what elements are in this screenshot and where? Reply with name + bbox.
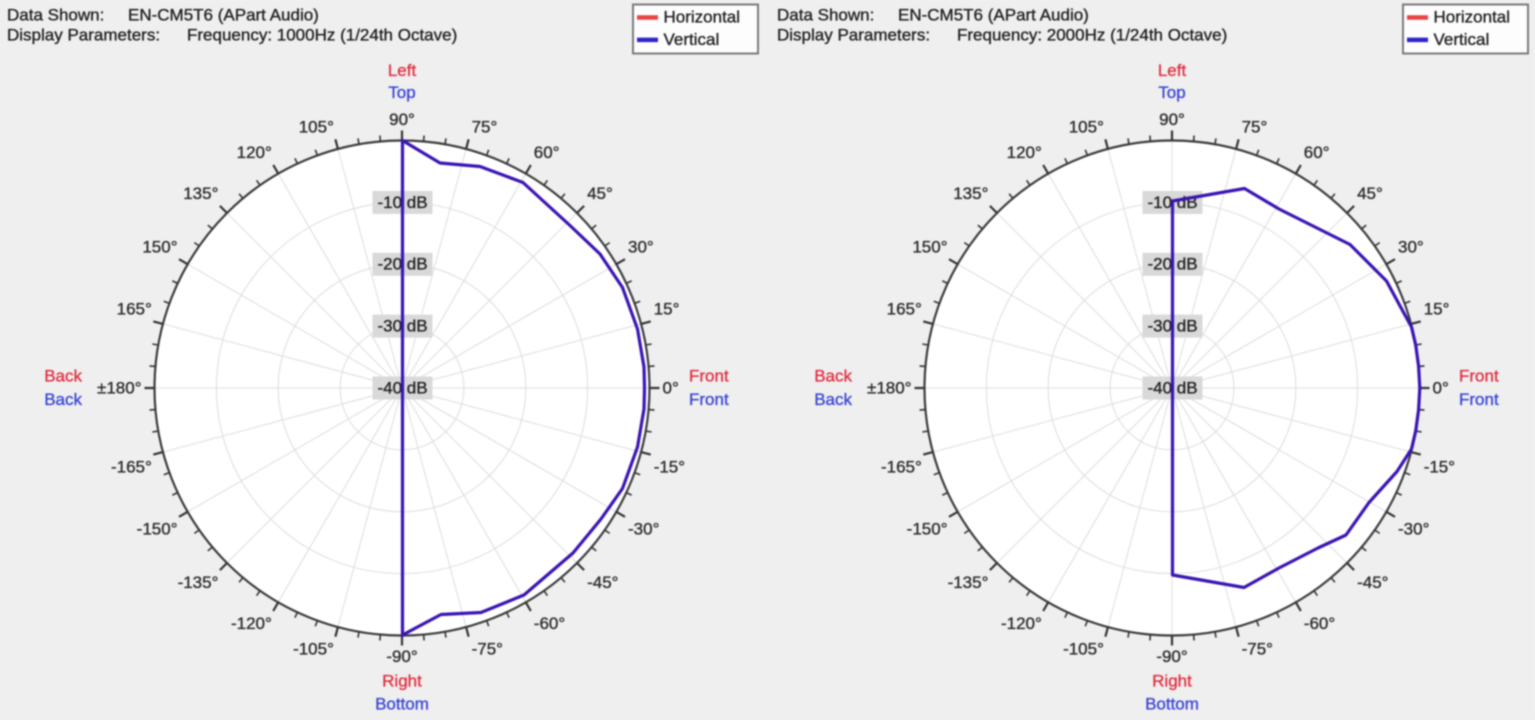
svg-text:-105°: -105° [293, 640, 334, 659]
svg-text:150°: 150° [912, 237, 947, 256]
svg-text:-30°: -30° [1398, 520, 1429, 539]
svg-text:Back: Back [44, 390, 82, 409]
svg-text:-120°: -120° [1001, 614, 1042, 633]
svg-text:Display Parameters:: Display Parameters: [7, 26, 160, 45]
svg-text:-90°: -90° [386, 647, 417, 666]
svg-text:Frequency: 2000Hz (1/24th Octa: Frequency: 2000Hz (1/24th Octave) [957, 26, 1227, 45]
svg-text:Left: Left [388, 61, 417, 80]
svg-text:30°: 30° [1398, 237, 1424, 256]
svg-text:-15°: -15° [1424, 458, 1455, 477]
svg-text:-45°: -45° [1357, 573, 1388, 592]
svg-text:Top: Top [388, 83, 415, 102]
svg-text:-135°: -135° [948, 573, 989, 592]
svg-text:15°: 15° [654, 299, 680, 318]
svg-text:-105°: -105° [1063, 640, 1104, 659]
svg-text:-45°: -45° [587, 573, 618, 592]
svg-text:-165°: -165° [111, 458, 152, 477]
svg-text:-30°: -30° [628, 520, 659, 539]
svg-text:Back: Back [814, 390, 852, 409]
svg-text:Front: Front [689, 367, 729, 386]
svg-text:-60°: -60° [534, 614, 565, 633]
svg-text:Front: Front [689, 390, 729, 409]
svg-text:Front: Front [1459, 367, 1499, 386]
svg-text:Horizontal: Horizontal [664, 8, 741, 27]
svg-text:45°: 45° [1357, 184, 1383, 203]
svg-text:Data Shown:: Data Shown: [777, 6, 874, 25]
svg-text:EN-CM5T6 (APart Audio): EN-CM5T6 (APart Audio) [128, 6, 319, 25]
svg-text:Top: Top [1158, 83, 1185, 102]
svg-text:135°: 135° [183, 184, 218, 203]
svg-text:165°: 165° [887, 299, 922, 318]
svg-text:105°: 105° [299, 117, 334, 136]
svg-text:Right: Right [382, 672, 422, 691]
svg-text:Back: Back [814, 367, 852, 386]
svg-text:165°: 165° [117, 299, 152, 318]
svg-text:Bottom: Bottom [375, 695, 429, 714]
svg-text:Right: Right [1152, 672, 1192, 691]
svg-text:-15°: -15° [654, 458, 685, 477]
svg-text:0°: 0° [1433, 379, 1449, 398]
svg-text:90°: 90° [1159, 110, 1185, 129]
svg-text:Front: Front [1459, 390, 1499, 409]
svg-text:-165°: -165° [881, 458, 922, 477]
svg-text:150°: 150° [142, 237, 177, 256]
svg-text:Vertical: Vertical [664, 30, 720, 49]
svg-text:75°: 75° [472, 117, 498, 136]
svg-text:-60°: -60° [1304, 614, 1335, 633]
svg-text:±180°: ±180° [97, 379, 142, 398]
svg-text:-120°: -120° [231, 614, 272, 633]
svg-text:120°: 120° [1007, 143, 1042, 162]
svg-text:-90°: -90° [1156, 647, 1187, 666]
svg-text:30°: 30° [628, 237, 654, 256]
svg-text:Back: Back [44, 367, 82, 386]
svg-text:-75°: -75° [472, 640, 503, 659]
svg-text:60°: 60° [534, 143, 560, 162]
svg-text:Frequency: 1000Hz (1/24th Octa: Frequency: 1000Hz (1/24th Octave) [187, 26, 457, 45]
svg-text:0°: 0° [663, 379, 679, 398]
svg-text:-135°: -135° [178, 573, 219, 592]
svg-text:-75°: -75° [1242, 640, 1273, 659]
svg-text:Horizontal: Horizontal [1434, 8, 1511, 27]
svg-text:90°: 90° [389, 110, 415, 129]
svg-text:105°: 105° [1069, 117, 1104, 136]
svg-text:Data Shown:: Data Shown: [7, 6, 104, 25]
svg-text:Bottom: Bottom [1145, 695, 1199, 714]
svg-text:15°: 15° [1424, 299, 1450, 318]
svg-text:120°: 120° [237, 143, 272, 162]
svg-text:EN-CM5T6 (APart Audio): EN-CM5T6 (APart Audio) [898, 6, 1089, 25]
svg-text:±180°: ±180° [867, 379, 912, 398]
svg-text:Left: Left [1158, 61, 1187, 80]
svg-text:-150°: -150° [907, 520, 948, 539]
svg-text:60°: 60° [1304, 143, 1330, 162]
svg-text:75°: 75° [1242, 117, 1268, 136]
svg-text:45°: 45° [587, 184, 613, 203]
svg-text:Display Parameters:: Display Parameters: [777, 26, 930, 45]
svg-text:135°: 135° [953, 184, 988, 203]
svg-text:-150°: -150° [137, 520, 178, 539]
svg-text:Vertical: Vertical [1434, 30, 1490, 49]
